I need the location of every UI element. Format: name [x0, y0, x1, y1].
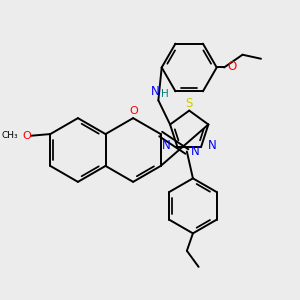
Text: N: N: [151, 85, 160, 98]
Text: O: O: [227, 60, 237, 73]
Text: S: S: [185, 98, 192, 110]
Text: O: O: [22, 131, 31, 141]
Text: CH₃: CH₃: [1, 131, 18, 140]
Text: N: N: [191, 145, 200, 158]
Text: N: N: [162, 139, 171, 152]
Text: N: N: [208, 139, 217, 152]
Text: H: H: [160, 89, 168, 99]
Text: O: O: [129, 106, 138, 116]
